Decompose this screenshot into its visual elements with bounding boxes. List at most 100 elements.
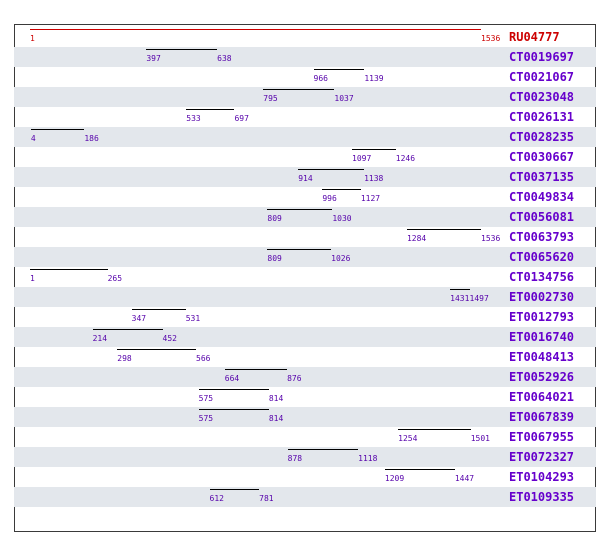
- match-end: 1127: [360, 194, 381, 203]
- match-line: [263, 89, 335, 90]
- match-start: 1209: [384, 474, 405, 483]
- sequence-label[interactable]: CT0063793: [509, 230, 575, 244]
- match-line: [198, 409, 269, 410]
- match-line: [313, 69, 365, 70]
- match-end: 876: [287, 374, 302, 383]
- match-end: 781: [259, 494, 274, 503]
- sequence-label[interactable]: ET0072327: [509, 450, 575, 464]
- match-end: 1447: [454, 474, 475, 483]
- row-band: [14, 367, 596, 387]
- match-end: 566: [196, 354, 211, 363]
- match-end: 1030: [332, 214, 352, 223]
- match-end: 1037: [334, 94, 354, 103]
- match-end: 1501: [470, 434, 490, 443]
- sequence-label[interactable]: CT0023048: [509, 90, 575, 104]
- match-end: 638: [217, 54, 232, 63]
- sequence-label[interactable]: CT0037135: [509, 170, 575, 184]
- sequence-label[interactable]: CT0030667: [509, 150, 575, 164]
- match-end: 1536: [481, 234, 501, 243]
- sequence-label[interactable]: CT0065620: [509, 250, 575, 264]
- match-start: 612: [209, 494, 224, 503]
- sequence-label[interactable]: CT0134756: [509, 270, 575, 284]
- row-band: [14, 127, 596, 147]
- match-end: 265: [107, 274, 123, 283]
- match-start: 575: [198, 394, 214, 403]
- sequence-label[interactable]: ET0016740: [509, 330, 575, 344]
- row-band: [14, 207, 596, 227]
- match-end: 1138: [364, 174, 384, 183]
- match-line: [450, 289, 470, 290]
- row-band: [14, 407, 596, 427]
- sequence-label[interactable]: ET0048413: [509, 350, 575, 364]
- match-line: [398, 429, 471, 430]
- match-line: [352, 149, 396, 150]
- sequence-label[interactable]: ET0002730: [509, 290, 575, 304]
- row-band: [14, 487, 596, 507]
- match-start: 1431: [450, 294, 470, 303]
- match-start: 575: [198, 414, 214, 423]
- match-end: 1246: [395, 154, 416, 163]
- match-line: [131, 309, 186, 310]
- sequence-label[interactable]: CT0019697: [509, 50, 575, 64]
- match-start: 996: [322, 194, 337, 203]
- match-end: 1026: [331, 254, 351, 263]
- match-end: 697: [234, 114, 249, 123]
- row-band: [14, 167, 596, 187]
- sequence-label[interactable]: ET0104293: [509, 470, 575, 484]
- match-start: 809: [267, 254, 282, 263]
- row-band: [14, 327, 596, 347]
- sequence-label[interactable]: CT0056081: [509, 210, 575, 224]
- match-line: [298, 169, 365, 170]
- match-line: [384, 469, 455, 470]
- match-line: [146, 49, 218, 50]
- match-line: [322, 189, 361, 190]
- reference-start: 1: [30, 34, 35, 43]
- match-end: 814: [268, 414, 284, 423]
- sequence-label[interactable]: CT0049834: [509, 190, 575, 204]
- match-start: 298: [117, 354, 132, 363]
- sequence-label[interactable]: ET0052926: [509, 370, 575, 384]
- sequence-label[interactable]: CT0026131: [509, 110, 575, 124]
- match-line: [186, 109, 235, 110]
- match-line: [30, 269, 108, 270]
- match-line: [198, 389, 269, 390]
- match-line: [224, 369, 288, 370]
- match-start: 795: [263, 94, 278, 103]
- match-line: [92, 329, 163, 330]
- reference-end: 1536: [481, 34, 501, 43]
- match-end: 1139: [364, 74, 384, 83]
- row-band: [14, 47, 596, 67]
- match-line: [209, 489, 260, 490]
- match-start: 1254: [398, 434, 418, 443]
- match-line: [287, 449, 359, 450]
- sequence-label[interactable]: ET0064021: [509, 390, 575, 404]
- match-start: 809: [267, 214, 282, 223]
- match-end: 531: [185, 314, 201, 323]
- sequence-label[interactable]: ET0012793: [509, 310, 575, 324]
- match-start: 397: [146, 54, 161, 63]
- sequence-label[interactable]: CT0021067: [509, 70, 575, 84]
- sequence-label[interactable]: ET0067839: [509, 410, 575, 424]
- match-start: 1097: [352, 154, 372, 163]
- match-start: 966: [313, 74, 328, 83]
- row-band: [14, 287, 596, 307]
- match-start: 347: [131, 314, 147, 323]
- sequence-label[interactable]: ET0067955: [509, 430, 575, 444]
- match-start: 1284: [406, 234, 427, 243]
- reference-label[interactable]: RU04777: [509, 30, 560, 44]
- row-band: [14, 87, 596, 107]
- row-band: [14, 247, 596, 267]
- match-end: 1497: [469, 294, 489, 303]
- match-start: 214: [92, 334, 108, 343]
- reference-line: [30, 29, 481, 30]
- match-start: 914: [298, 174, 313, 183]
- match-start: 878: [287, 454, 303, 463]
- match-start: 664: [224, 374, 240, 383]
- match-start: 1: [30, 274, 35, 283]
- match-line: [267, 209, 333, 210]
- match-end: 452: [162, 334, 177, 343]
- sequence-label[interactable]: ET0109335: [509, 490, 575, 504]
- sequence-label[interactable]: CT0028235: [509, 130, 575, 144]
- match-end: 186: [84, 134, 99, 143]
